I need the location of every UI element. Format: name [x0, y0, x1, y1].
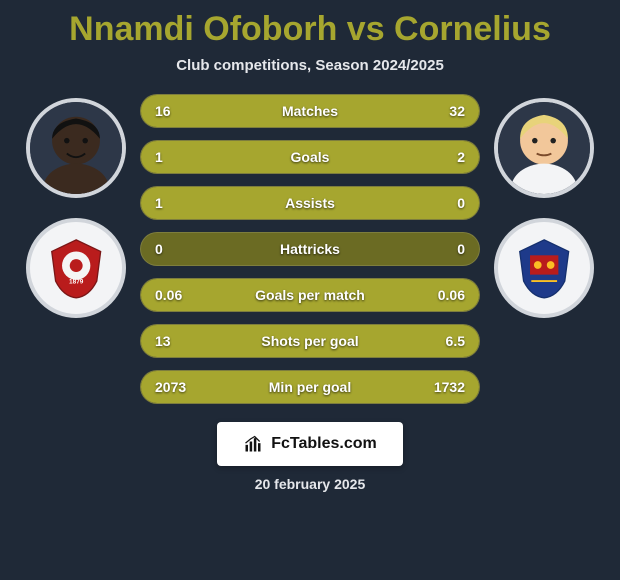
stat-value-left: 13: [155, 333, 171, 349]
stat-value-right: 0: [457, 241, 465, 257]
stat-value-left: 0: [155, 241, 163, 257]
stat-value-right: 1732: [434, 379, 465, 395]
stat-row: 0 0 Hattricks: [140, 232, 480, 266]
stat-row: 0.06 0.06 Goals per match: [140, 278, 480, 312]
stat-row: 1 2 Goals: [140, 140, 480, 174]
stat-value-right: 0: [457, 195, 465, 211]
stat-value-left: 0.06: [155, 287, 182, 303]
player-right-avatar: [494, 98, 594, 198]
stat-label: Shots per goal: [261, 333, 358, 349]
stat-value-left: 16: [155, 103, 171, 119]
date-label: 20 february 2025: [255, 476, 366, 492]
left-side: 1879: [26, 98, 126, 318]
stat-row: 16 32 Matches: [140, 94, 480, 128]
stat-row: 2073 1732 Min per goal: [140, 370, 480, 404]
stat-value-left: 1: [155, 195, 163, 211]
brand-label: FcTables.com: [271, 435, 377, 453]
bar-fill-right: [254, 141, 479, 173]
stat-value-left: 1: [155, 149, 163, 165]
player-left-portrait-icon: [30, 102, 122, 194]
stat-label: Min per goal: [269, 379, 351, 395]
player-right-portrait-icon: [498, 102, 590, 194]
stat-value-right: 6.5: [446, 333, 465, 349]
stat-label: Hattricks: [280, 241, 340, 257]
club-right-crest: [494, 218, 594, 318]
club-left-crest: 1879: [26, 218, 126, 318]
chart-icon: [243, 434, 263, 454]
page-title: Nnamdi Ofoborh vs Cornelius: [69, 10, 551, 49]
comparison-main: 1879 16 32 Matches 1 2 Goals 1 0 Assists 0 0 Hattri…: [0, 94, 620, 404]
player-left-avatar: [26, 98, 126, 198]
stat-row: 1 0 Assists: [140, 186, 480, 220]
club-right-badge-icon: [512, 236, 576, 300]
footer: FcTables.com 20 february 2025: [217, 422, 403, 492]
right-side: [494, 98, 594, 318]
stat-bars: 16 32 Matches 1 2 Goals 1 0 Assists 0 0 Hattricks 0.…: [140, 94, 480, 404]
svg-text:1879: 1879: [69, 278, 84, 285]
stat-label: Matches: [282, 103, 338, 119]
stat-label: Goals per match: [255, 287, 365, 303]
stat-value-right: 0.06: [438, 287, 465, 303]
club-left-badge-icon: 1879: [44, 236, 108, 300]
stat-value-right: 32: [449, 103, 465, 119]
stat-value-left: 2073: [155, 379, 186, 395]
stat-label: Assists: [285, 195, 335, 211]
subtitle: Club competitions, Season 2024/2025: [176, 57, 444, 74]
stat-value-right: 2: [457, 149, 465, 165]
stat-row: 13 6.5 Shots per goal: [140, 324, 480, 358]
brand-box[interactable]: FcTables.com: [217, 422, 403, 466]
stat-label: Goals: [291, 149, 330, 165]
